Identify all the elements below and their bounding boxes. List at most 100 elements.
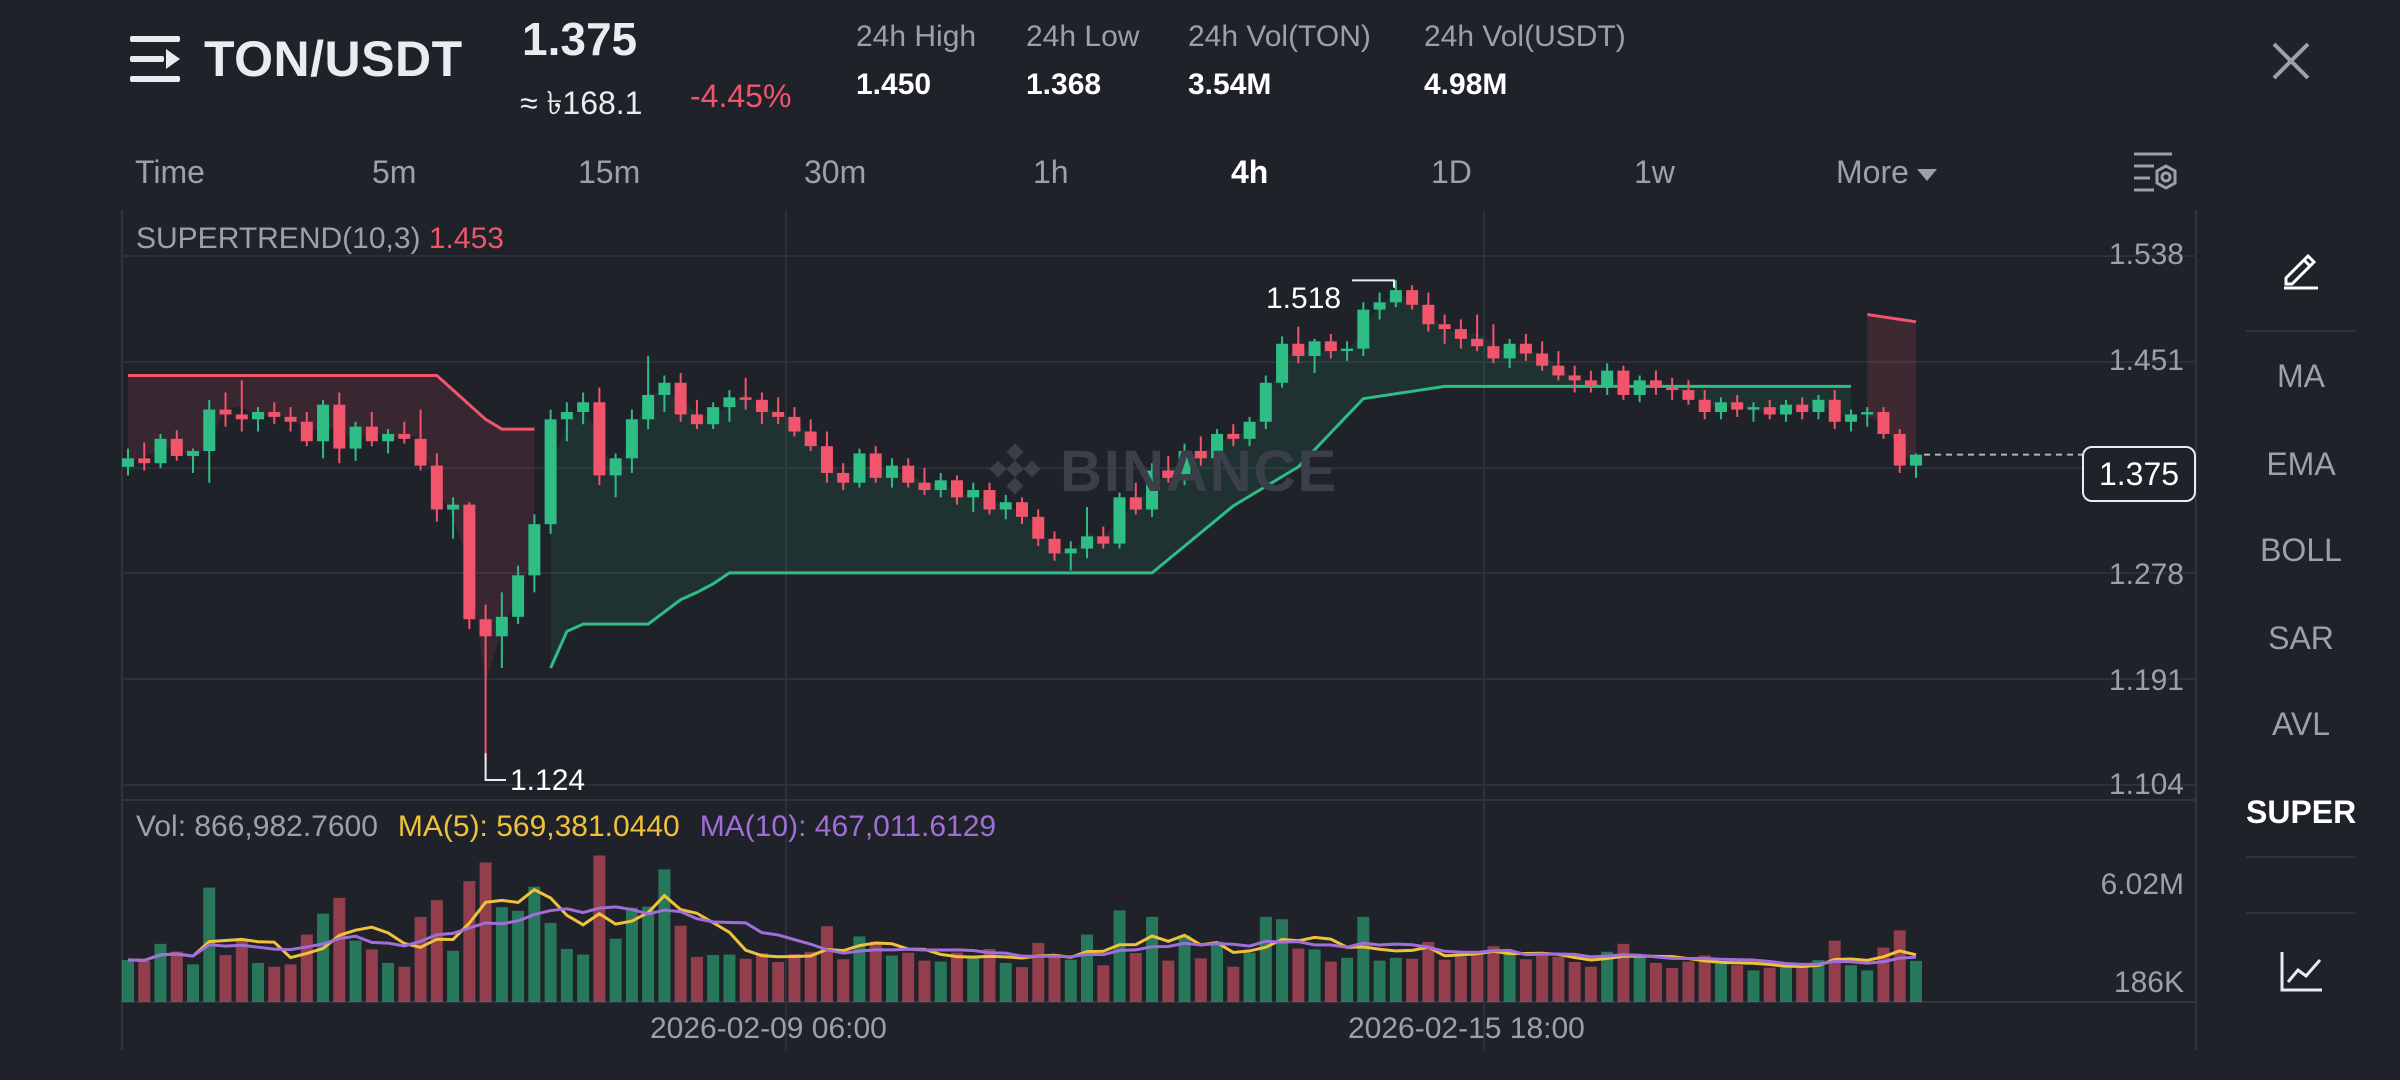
close-icon[interactable] [2268,38,2314,84]
volume-bar [1568,962,1581,1002]
indicator-ema[interactable]: EMA [2266,446,2336,482]
candle [447,504,460,510]
candle [1276,343,1289,383]
candle [1129,497,1142,510]
divider [2246,912,2356,914]
candle [1227,433,1240,439]
supertrend-down-line [1867,313,1917,324]
draw-tool-button[interactable] [2246,244,2356,298]
candle [1292,343,1305,356]
candle [1373,302,1386,310]
indicator-avl[interactable]: AVL [2271,706,2331,742]
volume-bar [1341,957,1354,1002]
divider [2246,856,2356,858]
binance-logo-icon [989,443,1041,495]
candle [1308,341,1321,356]
volume-bar [317,913,330,1002]
volume-bar [1828,940,1841,1002]
tab-more[interactable]: More [1836,154,1937,191]
volume-bar [365,949,378,1002]
candle [788,416,801,432]
volume-legend: Vol: 866,982.7600 MA(5): 569,381.0440 MA(1… [136,810,996,844]
tab-15m[interactable]: 15m [578,154,641,190]
volume-bar [333,897,346,1002]
candle [1178,451,1191,478]
menu-icon[interactable] [130,36,180,84]
candle [1536,353,1549,366]
candle [1487,346,1500,359]
volume-bar [1731,965,1744,1002]
indicator-settings-button[interactable] [2246,948,2356,1002]
candle [1146,470,1159,510]
candle [1633,380,1646,395]
indicator-sar[interactable]: SAR [2268,620,2334,656]
candle [658,382,671,395]
volume-bar [1146,916,1159,1002]
watermark: BINANCE [980,438,1338,511]
candle [1747,407,1760,410]
volume-bar [1601,951,1614,1002]
candle [1666,387,1679,391]
volume-bar [1487,946,1500,1002]
volume-bar [658,869,671,1002]
indicator-super[interactable]: SUPER [2246,794,2357,830]
line-chart-icon [2280,952,2322,992]
candle [853,453,866,483]
supertrend-name: SUPERTREND(10,3) [136,222,421,255]
volume-bar [1097,965,1110,1002]
volume-bar [1861,970,1874,1002]
candle [1812,399,1825,413]
ma5-value: MA(5): 569,381.0440 [397,810,680,843]
volume-bar [707,955,720,1002]
trading-pair-title[interactable]: TON/USDT [204,31,463,87]
candle [495,616,508,637]
y-tick: 1.538 [2108,238,2184,271]
ma5-line [127,887,1917,968]
candle [1016,502,1028,517]
candle [122,458,134,467]
candle [1324,341,1337,352]
tab-30m[interactable]: 30m [804,154,867,190]
candle [1584,380,1597,386]
tab-1h[interactable]: 1h [1033,154,1069,190]
candle [1877,412,1890,434]
candle [772,412,785,417]
candle [918,482,931,491]
volume-bar [983,948,996,1002]
candle [934,480,947,491]
volume-bar [463,881,476,1002]
indicator-boll[interactable]: BOLL [2260,532,2342,568]
tab-1d[interactable]: 1D [1431,154,1472,190]
candle [820,446,833,473]
candle [1568,375,1581,381]
candle [707,407,720,425]
volume-bar [934,961,947,1002]
candle [414,438,427,466]
x-tick: 2026-02-15 18:00 [1348,1012,1585,1045]
supertrend-value: 1.453 [428,222,504,255]
indicator-ma[interactable]: MA [2277,358,2325,394]
tab-time[interactable]: Time [135,154,205,190]
candle [1649,380,1662,388]
tab-4h[interactable]: 4h [1231,154,1269,190]
tab-1w[interactable]: 1w [1634,154,1675,190]
stat-vol-usdt-label: 24h Vol(USDT) [1424,20,1626,53]
divider [2246,330,2356,332]
volume-bar [1162,960,1175,1002]
volume-bar [1893,930,1906,1002]
candle [219,409,232,415]
candle [1259,382,1272,422]
volume-bar [1844,965,1857,1002]
stat-low-label: 24h Low [1026,20,1140,53]
supertrend-up-fill [550,293,1851,668]
ma10-value: MA(10): 467,011.6129 [699,810,997,843]
chart-settings-icon[interactable] [2132,150,2178,194]
volume-bar [1308,949,1321,1002]
candle [837,472,850,483]
low-marker: 1.124 [510,764,586,797]
tab-5m[interactable]: 5m [372,154,417,190]
candle [1601,370,1614,386]
volume-bar [349,940,362,1002]
candle [755,399,768,413]
